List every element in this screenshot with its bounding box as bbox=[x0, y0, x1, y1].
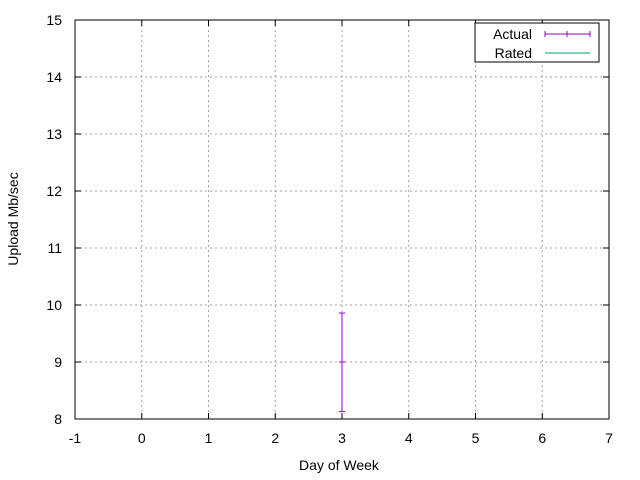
x-axis-label: Day of Week bbox=[299, 457, 380, 473]
y-tick-label: 13 bbox=[46, 126, 62, 142]
legend-box bbox=[474, 22, 600, 63]
x-tick-label: 1 bbox=[205, 430, 213, 446]
x-tick-label: 4 bbox=[405, 430, 413, 446]
legend-label-rated: Rated bbox=[495, 45, 532, 61]
x-tick-label: 7 bbox=[605, 430, 613, 446]
y-tick-label: 11 bbox=[47, 240, 62, 256]
legend-swatches bbox=[544, 31, 591, 54]
legend: Actual Rated bbox=[474, 22, 600, 63]
y-tick-label: 10 bbox=[46, 297, 62, 313]
y-tick-label: 15 bbox=[46, 12, 62, 28]
x-tick-label: 0 bbox=[138, 430, 146, 446]
y-tick-label: 14 bbox=[46, 69, 62, 85]
y-axis-label: Upload Mb/sec bbox=[5, 172, 21, 265]
legend-label-actual: Actual bbox=[493, 26, 532, 42]
y-tick-label: 8 bbox=[54, 411, 62, 427]
y-tick-label: 12 bbox=[46, 183, 62, 199]
x-tick-label: 2 bbox=[271, 430, 279, 446]
grid bbox=[75, 20, 609, 419]
series bbox=[339, 312, 345, 413]
x-tick-label: 5 bbox=[472, 430, 480, 446]
x-tick-label: -1 bbox=[69, 430, 82, 446]
y-tick-label: 9 bbox=[54, 354, 62, 370]
x-tick-label: 3 bbox=[338, 430, 346, 446]
x-tick-label: 6 bbox=[538, 430, 546, 446]
errorbar-point bbox=[339, 312, 345, 413]
